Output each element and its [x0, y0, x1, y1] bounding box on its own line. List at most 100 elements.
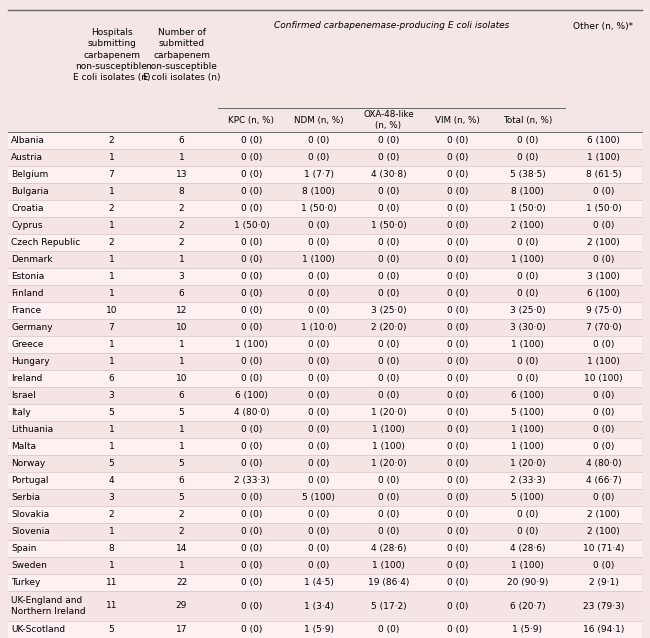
Bar	[8, 132, 642, 149]
Text: 6 (100): 6 (100)	[511, 391, 544, 400]
Text: 1 (7·7): 1 (7·7)	[304, 170, 333, 179]
Text: UK-Scotland: UK-Scotland	[11, 625, 65, 634]
Text: 0 (0): 0 (0)	[447, 187, 468, 196]
Text: Lithuania: Lithuania	[11, 425, 53, 434]
Text: 22: 22	[176, 578, 187, 587]
Bar	[8, 506, 642, 523]
Text: Cyprus: Cyprus	[11, 221, 42, 230]
Text: 0 (0): 0 (0)	[378, 153, 399, 162]
Text: 0 (0): 0 (0)	[240, 289, 262, 298]
Text: 0 (0): 0 (0)	[447, 238, 468, 247]
Text: 1 (4·5): 1 (4·5)	[304, 578, 333, 587]
Text: 0 (0): 0 (0)	[517, 272, 538, 281]
Text: 10: 10	[176, 323, 187, 332]
Text: 6: 6	[179, 136, 185, 145]
Text: 0 (0): 0 (0)	[447, 306, 468, 315]
Text: 1 (100): 1 (100)	[511, 340, 544, 349]
Text: 1 (100): 1 (100)	[372, 425, 405, 434]
Text: 1: 1	[179, 442, 185, 451]
Text: 0 (0): 0 (0)	[308, 221, 329, 230]
Text: 0 (0): 0 (0)	[517, 510, 538, 519]
Text: 0 (0): 0 (0)	[593, 493, 614, 502]
Text: Slovakia: Slovakia	[11, 510, 49, 519]
Text: 11: 11	[106, 602, 117, 611]
Bar	[8, 285, 642, 302]
Text: 1: 1	[109, 153, 114, 162]
Text: 0 (0): 0 (0)	[447, 221, 468, 230]
Text: 0 (0): 0 (0)	[447, 544, 468, 553]
Bar	[8, 472, 642, 489]
Text: 0 (0): 0 (0)	[593, 425, 614, 434]
Text: 0 (0): 0 (0)	[240, 323, 262, 332]
Text: 0 (0): 0 (0)	[447, 289, 468, 298]
Text: 0 (0): 0 (0)	[447, 340, 468, 349]
Text: 1 (50·0): 1 (50·0)	[586, 204, 621, 213]
Text: 1 (100): 1 (100)	[372, 442, 405, 451]
Bar	[8, 387, 642, 404]
Text: Croatia: Croatia	[11, 204, 44, 213]
Text: 1: 1	[109, 357, 114, 366]
Text: 0 (0): 0 (0)	[240, 527, 262, 536]
Text: 6: 6	[179, 476, 185, 485]
Text: 0 (0): 0 (0)	[447, 391, 468, 400]
Bar	[8, 251, 642, 268]
Text: Sweden: Sweden	[11, 561, 47, 570]
Text: 1 (3·4): 1 (3·4)	[304, 602, 333, 611]
Text: 5 (17·2): 5 (17·2)	[370, 602, 406, 611]
Text: 5 (100): 5 (100)	[511, 493, 544, 502]
Text: 0 (0): 0 (0)	[378, 272, 399, 281]
Text: 2 (100): 2 (100)	[587, 238, 620, 247]
Text: 5: 5	[179, 408, 185, 417]
Text: 1 (100): 1 (100)	[587, 153, 620, 162]
Text: 0 (0): 0 (0)	[308, 272, 329, 281]
Text: 16 (94·1): 16 (94·1)	[583, 625, 624, 634]
Text: 8 (61·5): 8 (61·5)	[586, 170, 621, 179]
Text: Hospitals
submitting
carbapenem
non-susceptible
E coli isolates (n): Hospitals submitting carbapenem non-susc…	[73, 27, 150, 82]
Bar	[8, 268, 642, 285]
Text: Greece: Greece	[11, 340, 44, 349]
Text: 12: 12	[176, 306, 187, 315]
Text: 6 (100): 6 (100)	[587, 136, 620, 145]
Text: 0 (0): 0 (0)	[378, 187, 399, 196]
Text: 1: 1	[109, 442, 114, 451]
Text: 0 (0): 0 (0)	[378, 289, 399, 298]
Text: 0 (0): 0 (0)	[240, 602, 262, 611]
Text: 0 (0): 0 (0)	[593, 187, 614, 196]
Text: 5 (100): 5 (100)	[511, 408, 544, 417]
Text: 1: 1	[109, 340, 114, 349]
Text: 0 (0): 0 (0)	[447, 408, 468, 417]
Text: 4 (28·6): 4 (28·6)	[370, 544, 406, 553]
Text: 1 (100): 1 (100)	[302, 255, 335, 264]
Text: 0 (0): 0 (0)	[240, 625, 262, 634]
Text: 0 (0): 0 (0)	[447, 170, 468, 179]
Bar	[8, 438, 642, 455]
Text: 7: 7	[109, 170, 114, 179]
Text: 0 (0): 0 (0)	[240, 255, 262, 264]
Text: 1 (100): 1 (100)	[511, 425, 544, 434]
Text: 20 (90·9): 20 (90·9)	[507, 578, 548, 587]
Text: 2 (33·3): 2 (33·3)	[234, 476, 269, 485]
Text: 0 (0): 0 (0)	[447, 374, 468, 383]
Text: 0 (0): 0 (0)	[378, 340, 399, 349]
Text: France: France	[11, 306, 41, 315]
Text: 1 (100): 1 (100)	[511, 442, 544, 451]
Text: 5: 5	[109, 408, 114, 417]
Text: 0 (0): 0 (0)	[447, 476, 468, 485]
Text: 1: 1	[179, 153, 185, 162]
Text: 0 (0): 0 (0)	[593, 391, 614, 400]
Text: 7 (70·0): 7 (70·0)	[586, 323, 621, 332]
Text: 0 (0): 0 (0)	[378, 476, 399, 485]
Text: 0 (0): 0 (0)	[308, 408, 329, 417]
Text: 0 (0): 0 (0)	[308, 238, 329, 247]
Text: 13: 13	[176, 170, 187, 179]
Text: Finland: Finland	[11, 289, 44, 298]
Text: 0 (0): 0 (0)	[240, 272, 262, 281]
Text: Czech Republic: Czech Republic	[11, 238, 80, 247]
Text: 0 (0): 0 (0)	[240, 544, 262, 553]
Text: Bulgaria: Bulgaria	[11, 187, 49, 196]
Text: 0 (0): 0 (0)	[240, 238, 262, 247]
Text: 0 (0): 0 (0)	[378, 391, 399, 400]
Text: Confirmed carbapenemase-producing E coli isolates: Confirmed carbapenemase-producing E coli…	[274, 22, 509, 31]
Text: 0 (0): 0 (0)	[378, 204, 399, 213]
Text: 0 (0): 0 (0)	[378, 374, 399, 383]
